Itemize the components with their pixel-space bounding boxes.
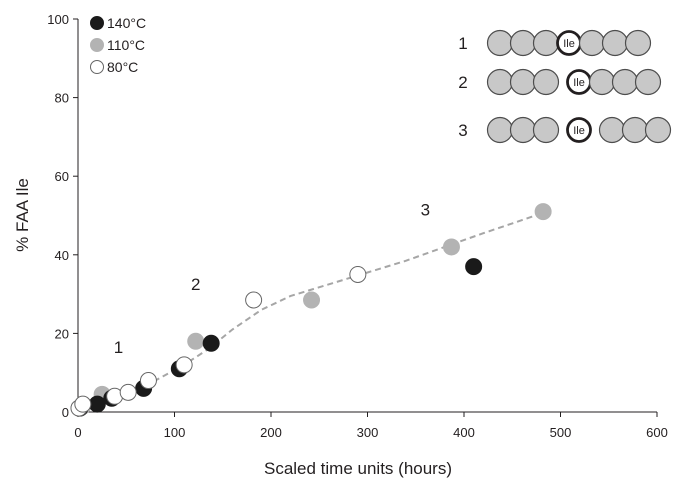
data-point bbox=[187, 332, 205, 350]
y-axis-label: % FAA Ile bbox=[13, 178, 32, 252]
ile-bead-label: Ile bbox=[573, 77, 585, 89]
bead bbox=[486, 68, 514, 96]
bead bbox=[509, 116, 537, 144]
x-tick-label: 400 bbox=[453, 425, 475, 440]
data-point bbox=[534, 203, 552, 221]
data-point bbox=[139, 372, 157, 390]
legend-label: 110°C bbox=[107, 37, 145, 53]
x-tick-label: 0 bbox=[74, 425, 81, 440]
bead bbox=[486, 29, 514, 57]
y-tick-label: 0 bbox=[62, 405, 69, 420]
ile-bead-label: Ile bbox=[573, 125, 585, 137]
legend-label: 80°C bbox=[107, 59, 138, 75]
annotation-label: 1 bbox=[114, 338, 123, 357]
annotation-label: 3 bbox=[421, 201, 430, 220]
legend-marker bbox=[90, 38, 104, 52]
bead bbox=[634, 68, 662, 96]
x-tick-label: 100 bbox=[164, 425, 186, 440]
bead bbox=[644, 116, 672, 144]
legend: 140°C 110°C 80°C bbox=[90, 15, 146, 75]
data-point bbox=[202, 334, 220, 352]
inset-row-label: 3 bbox=[458, 121, 467, 140]
x-tick-label: 200 bbox=[260, 425, 282, 440]
data-point bbox=[442, 238, 460, 256]
bead bbox=[509, 68, 537, 96]
data-point bbox=[349, 265, 367, 283]
y-tick-label: 80 bbox=[55, 91, 69, 106]
x-tick-label: 300 bbox=[357, 425, 379, 440]
y-tick-label: 100 bbox=[47, 12, 69, 27]
y-tick-label: 40 bbox=[55, 248, 69, 263]
bead bbox=[486, 116, 514, 144]
y-tick-label: 60 bbox=[55, 169, 69, 184]
bead bbox=[532, 116, 560, 144]
chart-axes: 0 100 200 300 400 500 600 0 20 40 60 80 100 bbox=[47, 12, 668, 440]
data-point bbox=[175, 356, 193, 374]
x-tick-label: 500 bbox=[550, 425, 572, 440]
bead bbox=[588, 68, 616, 96]
peptide-inset: 1 Ile 2 Ile 3 Ile bbox=[458, 29, 672, 144]
bead bbox=[509, 29, 537, 57]
y-tick-label: 20 bbox=[55, 326, 69, 341]
data-points-group bbox=[70, 203, 552, 417]
data-point bbox=[465, 258, 483, 276]
annotation-label: 2 bbox=[191, 275, 200, 294]
annotations-group: 1 2 3 bbox=[114, 201, 430, 358]
x-axis-label: Scaled time units (hours) bbox=[264, 459, 452, 478]
data-point bbox=[88, 395, 106, 413]
data-point bbox=[119, 383, 137, 401]
bead bbox=[621, 116, 649, 144]
legend-marker bbox=[90, 16, 104, 30]
bead bbox=[578, 29, 606, 57]
bead bbox=[611, 68, 639, 96]
ile-bead bbox=[566, 117, 592, 143]
legend-label: 140°C bbox=[107, 15, 146, 31]
ile-bead-label: Ile bbox=[563, 38, 575, 50]
bead bbox=[601, 29, 629, 57]
bead bbox=[624, 29, 652, 57]
bead bbox=[532, 68, 560, 96]
inset-row-label: 2 bbox=[458, 73, 467, 92]
legend-marker bbox=[90, 60, 104, 74]
data-point bbox=[74, 395, 92, 413]
x-tick-label: 600 bbox=[646, 425, 668, 440]
bead bbox=[532, 29, 560, 57]
data-point bbox=[245, 291, 263, 309]
inset-row-label: 1 bbox=[458, 34, 467, 53]
bead bbox=[598, 116, 626, 144]
data-point bbox=[303, 291, 321, 309]
